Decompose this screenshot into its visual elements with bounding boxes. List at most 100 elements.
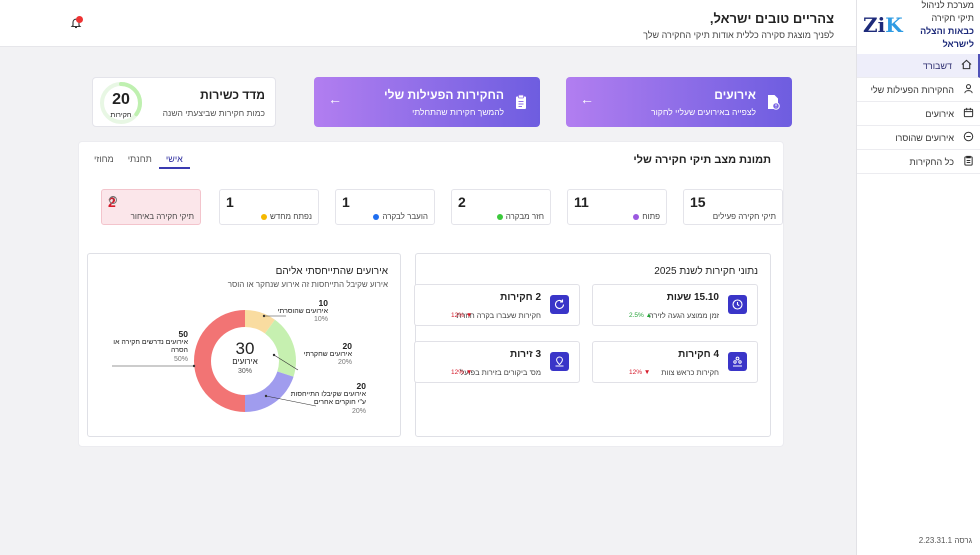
stat-label-row: חזר מבקרה	[496, 212, 544, 221]
status-panel-title: תמונת מצב תיקי חקירה שלי	[633, 154, 771, 166]
stat-value: 15	[690, 194, 706, 210]
referrals-subtitle: אירוע שקיבל התייחסות זה אירוע שנחקר או ה…	[227, 280, 388, 289]
donut-slice-2[interactable]	[245, 371, 294, 412]
metric-delta: ▼ 12%	[451, 312, 473, 319]
logo-line-1: מערכת לניהול תיקי חקירה	[921, 0, 974, 23]
fitness-index-title: מדד כשירות	[200, 88, 265, 102]
metric-delta-value: 12%	[451, 369, 465, 376]
annotation-requires-action: 50 אירועים נדרשים חקירה או הסרה 50%	[108, 330, 188, 364]
sidebar: מערכת לניהול תיקי חקירה כבאות והצלה לישר…	[856, 0, 980, 555]
team-icon	[728, 352, 747, 371]
donut-center-value: 30	[235, 339, 255, 358]
metric-label: חקירות כראש צוות	[661, 368, 719, 377]
annotation-label: אירועים שהוסרתי	[277, 307, 328, 315]
yearly-data-title: נתוני חקירות לשנת 2025	[654, 266, 758, 277]
annotation-percent: 20%	[351, 407, 366, 415]
location-icon	[550, 352, 569, 371]
stat-value: 2	[458, 194, 466, 210]
events-card[interactable]: אירועים לצפייה באירועים שעליי לחקור ←	[566, 77, 792, 127]
notification-badge	[76, 16, 83, 23]
stat-label-row: הועבר לבקרה	[373, 212, 428, 221]
fitness-index-unit: חקירות	[110, 112, 132, 119]
tab-personal[interactable]: אישי	[158, 154, 190, 169]
stat-label-row: תיקי חקירה פעילים	[713, 212, 776, 221]
tab-station[interactable]: תחנתי	[127, 154, 152, 164]
events-card-subtitle: לצפייה באירועים שעליי לחקור	[651, 107, 756, 117]
donut-slice-1[interactable]	[264, 319, 296, 377]
stat-returned-from-review[interactable]: 2 חזר מבקרה	[451, 189, 551, 225]
help-icon[interactable]: ?	[109, 196, 117, 204]
status-panel: תמונת מצב תיקי חקירה שלי מחוזי תחנתי איש…	[78, 141, 784, 447]
clipboard-list-icon	[516, 94, 526, 109]
stat-reopened[interactable]: 1 נפתח מחדש	[219, 189, 319, 225]
stat-open[interactable]: 11 פתוח	[567, 189, 667, 225]
stat-label-row: נפתח מחדש	[260, 212, 312, 221]
user-icon	[962, 83, 974, 97]
clock-icon	[728, 295, 747, 314]
logo-text: מערכת לניהול תיקי חקירה כבאות והצלה לישר…	[907, 0, 974, 51]
stat-label: תיקי חקירה פעילים	[712, 212, 776, 221]
metric-site-visits: 3 זירות מס' ביקורים בזירות בפועל ▼ 12%	[414, 341, 580, 383]
metric-label: זמן ממוצע הגעה לזירה	[648, 311, 719, 320]
stat-label-row: תיקי חקירה באיחור	[131, 212, 194, 221]
document-alert-icon	[768, 95, 780, 110]
stat-overdue[interactable]: 2 תיקי חקירה באיחור ?	[101, 189, 201, 225]
stat-label: תיקי חקירה באיחור	[130, 212, 194, 221]
calendar-icon	[962, 107, 974, 121]
metric-title: 4 חקירות	[678, 349, 719, 360]
annotation-label: אירועים שקיבלו התייחסות ע"י חוקרים אחרים	[290, 390, 366, 407]
donut-center-percent: 30%	[237, 368, 252, 375]
fitness-index-subtitle: כמות חקירות שביצעתי השנה	[162, 108, 265, 118]
annotation-value: 20	[356, 381, 366, 391]
status-dot	[373, 213, 380, 220]
sidebar-nav: דשבורד החקירות הפעילות שלי אירועים אירוע…	[857, 54, 980, 174]
stat-sent-to-review[interactable]: 1 הועבר לבקרה	[335, 189, 435, 225]
fitness-progress-ring	[100, 82, 142, 124]
my-investigations-card[interactable]: החקירות הפעילות שלי להמשך חקירות שהתחלתי…	[314, 77, 540, 127]
metric-arrival-time: 15.10 שעות זמן ממוצע הגעה לזירה ▲ 2.5%	[592, 284, 758, 326]
stat-label-row: פתוח	[633, 212, 660, 221]
sidebar-item-all-investigations[interactable]: כל החקירות	[857, 150, 980, 174]
donut-slice-3[interactable]	[194, 310, 245, 412]
home-icon	[960, 59, 972, 73]
status-dot	[633, 213, 640, 220]
metric-label: חקירות שעברו בקרה חוזרת	[456, 311, 541, 320]
arrow-left-icon: ←	[328, 91, 342, 107]
annotation-removed: 10 אירועים שהוסרתי 10%	[278, 299, 328, 325]
metric-delta: ▼ 12%	[451, 369, 473, 376]
annotation-investigated: 20 אירועים שחקרתי 20%	[304, 342, 352, 368]
minus-circle-icon	[962, 131, 974, 145]
yearly-data-box: נתוני חקירות לשנת 2025 15.10 שעות זמן ממ…	[414, 253, 771, 437]
metric-label: מס' ביקורים בזירות בפועל	[460, 368, 541, 377]
metric-title: 3 זירות	[510, 349, 541, 360]
metric-delta-value: 12%	[629, 369, 643, 376]
status-dot	[260, 213, 267, 220]
sidebar-item-events[interactable]: אירועים	[857, 102, 980, 126]
stat-label: חזר מבקרה	[505, 212, 544, 221]
metric-team-lead: 4 חקירות חקירות כראש צוות ▼ 12%	[592, 341, 758, 383]
stat-active-files[interactable]: 15 תיקי חקירה פעילים	[683, 189, 783, 225]
metric-title: 2 חקירות	[500, 292, 541, 303]
stat-value: 11	[574, 194, 589, 210]
metric-delta: ▲ 2.5%	[629, 312, 653, 319]
fitness-index-value: 20	[112, 91, 130, 108]
annotation-value: 20	[342, 341, 352, 351]
sidebar-item-label: אירועים שהוסרו	[895, 132, 954, 143]
logo-mark: ZiK	[863, 13, 903, 37]
sidebar-item-removed-events[interactable]: אירועים שהוסרו	[857, 126, 980, 150]
scope-tabs: מחוזי תחנתי אישי	[87, 154, 190, 169]
metric-delta-value: 2.5%	[629, 312, 644, 319]
stat-label: הועבר לבקרה	[382, 212, 428, 221]
annotation-percent: 20%	[337, 359, 352, 366]
annotation-value: 10	[318, 298, 328, 308]
sidebar-item-label: החקירות הפעילות שלי	[870, 84, 954, 95]
tab-district[interactable]: מחוזי	[94, 154, 114, 164]
greeting-subtitle: לפניך מוצגת סקירה כללית אודות תיקי החקיר…	[643, 30, 834, 40]
sidebar-item-my-investigations[interactable]: החקירות הפעילות שלי	[857, 78, 980, 102]
sidebar-item-dashboard[interactable]: דשבורד	[857, 54, 980, 78]
app-logo[interactable]: מערכת לניהול תיקי חקירה כבאות והצלה לישר…	[857, 0, 980, 50]
annotation-label: אירועים נדרשים חקירה או הסרה	[113, 338, 188, 355]
annotation-percent: 50%	[173, 355, 188, 363]
stat-label: נפתח מחדש	[269, 212, 312, 221]
sidebar-item-label: דשבורד	[922, 60, 952, 71]
